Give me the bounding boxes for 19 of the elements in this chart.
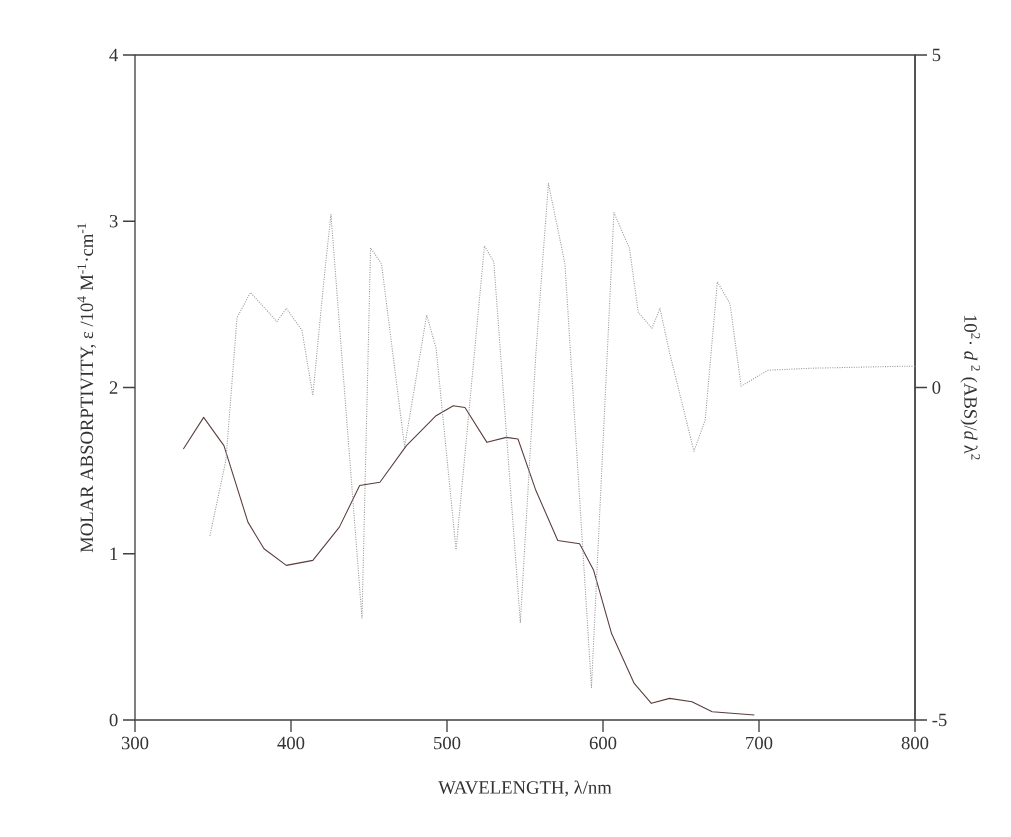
y2-tick-label: -5 (932, 713, 947, 727)
line-series (182, 405, 755, 716)
x-tick-label: 400 (277, 736, 305, 750)
x-tick-label: 600 (589, 736, 617, 750)
y-tick-label: 0 (109, 713, 118, 727)
y-tick-label: 3 (109, 214, 118, 228)
x-tick-label: 800 (901, 736, 929, 750)
y2-tick-label: 0 (932, 381, 941, 394)
y-tick-label: 2 (109, 381, 118, 394)
y-axis-title: MOLAR ABSORPTIVITY, ε /10$^{4}$ M$^{-1}$·cm$^{-1}$ (77, 223, 96, 553)
x-tick-label: 500 (434, 736, 461, 750)
y-tick-label: 1 (110, 547, 118, 560)
line-series (209, 182, 916, 688)
x-axis-title: WAVELENGTH, λ/nm (438, 780, 612, 797)
y-tick-label: 4 (109, 48, 119, 62)
y2-tick-label: 5 (932, 48, 941, 62)
x-tick-label: 300 (121, 736, 149, 750)
text: 10$^{2}$· d $^{2}$ (ABS)/d λ$^{2}$ (960, 315, 981, 460)
x-tick-label: 700 (746, 736, 773, 750)
